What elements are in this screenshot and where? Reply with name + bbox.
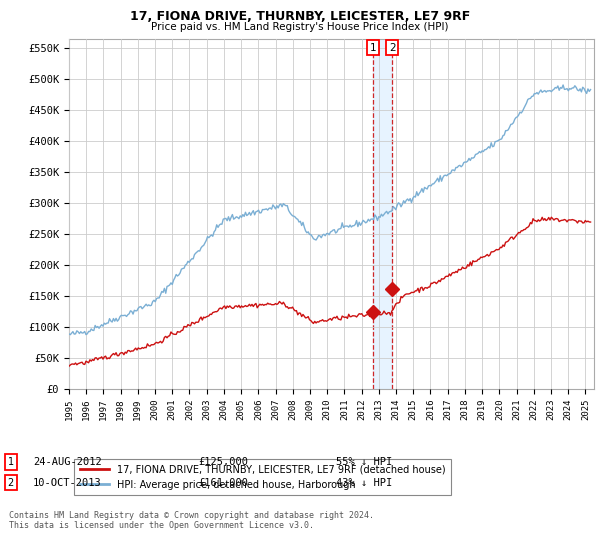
Text: Contains HM Land Registry data © Crown copyright and database right 2024.
This d: Contains HM Land Registry data © Crown c… — [9, 511, 374, 530]
Text: 2: 2 — [389, 43, 395, 53]
Legend: 17, FIONA DRIVE, THURNBY, LEICESTER, LE7 9RF (detached house), HPI: Average pric: 17, FIONA DRIVE, THURNBY, LEICESTER, LE7… — [74, 459, 451, 496]
Text: Price paid vs. HM Land Registry's House Price Index (HPI): Price paid vs. HM Land Registry's House … — [151, 22, 449, 32]
Text: 43% ↓ HPI: 43% ↓ HPI — [336, 478, 392, 488]
Text: 10-OCT-2013: 10-OCT-2013 — [33, 478, 102, 488]
Text: 55% ↓ HPI: 55% ↓ HPI — [336, 457, 392, 467]
Text: 17, FIONA DRIVE, THURNBY, LEICESTER, LE7 9RF: 17, FIONA DRIVE, THURNBY, LEICESTER, LE7… — [130, 10, 470, 23]
Text: £161,000: £161,000 — [198, 478, 248, 488]
Text: 24-AUG-2012: 24-AUG-2012 — [33, 457, 102, 467]
Bar — [373, 39, 392, 389]
Text: £125,000: £125,000 — [198, 457, 248, 467]
Text: 1: 1 — [8, 457, 14, 467]
Text: 1: 1 — [370, 43, 376, 53]
Text: 2: 2 — [8, 478, 14, 488]
